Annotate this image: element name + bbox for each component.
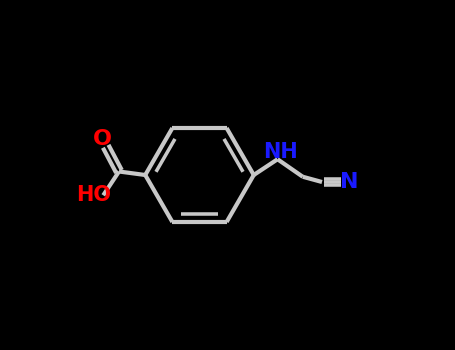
Text: HO: HO (76, 185, 111, 205)
Text: NH: NH (263, 142, 298, 162)
Text: O: O (93, 129, 111, 149)
Text: N: N (340, 172, 359, 192)
